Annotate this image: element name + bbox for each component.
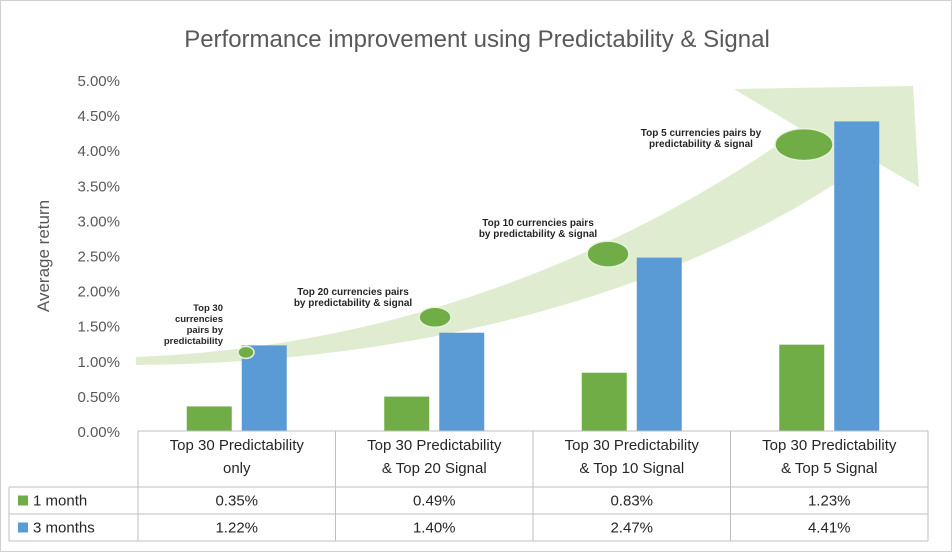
y-tick-label: 3.00% [77, 213, 120, 230]
bar-1-month [186, 406, 232, 431]
y-tick-label: 5.00% [77, 73, 120, 90]
legend-label: 3 months [33, 520, 95, 537]
annotation-label: by predictability & signal [479, 229, 598, 240]
growth-arrow-shape [136, 86, 919, 365]
data-label: 1.22% [215, 520, 258, 537]
bars [186, 121, 880, 431]
bar-1-month [779, 344, 825, 431]
data-label: 0.35% [215, 493, 258, 510]
data-label: 4.41% [808, 520, 851, 537]
legend-key-1-month [18, 495, 28, 506]
data-label: 0.83% [610, 493, 653, 510]
data-label: 1.23% [808, 493, 851, 510]
bar-3-months [439, 332, 485, 431]
annotation-marker [237, 345, 255, 360]
annotation-label: Top 30 [193, 303, 223, 314]
category-label: Top 30 Predictability [170, 437, 305, 454]
y-tick-label: 1.00% [77, 354, 120, 371]
y-tick-label: 1.50% [77, 319, 120, 336]
annotation-label: predictability & signal [649, 139, 753, 150]
category-label: & Top 10 Signal [579, 460, 684, 477]
y-axis-title: Average return [34, 200, 53, 312]
bar-3-months [241, 345, 287, 431]
y-tick-label: 0.00% [77, 424, 120, 441]
annotation-marker [586, 240, 630, 268]
legend-label: 1 month [33, 493, 87, 510]
annotation-label: Top 5 currencies pairs by [641, 128, 762, 139]
bar-1-month [581, 372, 627, 431]
annotation-label: predictability [164, 336, 224, 347]
bar-1-month [384, 396, 430, 431]
growth-arrow [136, 86, 919, 365]
category-label: Top 30 Predictability [565, 437, 700, 454]
data-label: 2.47% [610, 520, 653, 537]
annotation-label: Top 10 currencies pairs [482, 218, 594, 229]
category-label: & Top 20 Signal [382, 460, 487, 477]
annotation-marker [418, 306, 452, 329]
y-tick-label: 2.50% [77, 249, 120, 266]
bar-3-months [834, 121, 880, 431]
category-label: Top 30 Predictability [762, 437, 897, 454]
data-table: Top 30 Predictability only Top 30 Predicta… [8, 430, 929, 542]
annotation-marker [774, 127, 834, 162]
data-label: 1.40% [413, 520, 456, 537]
legend-key-3-months [18, 522, 28, 533]
category-label: Top 30 Predictability [367, 437, 502, 454]
annotation-label: currencies [175, 314, 223, 325]
data-label: 0.49% [413, 493, 456, 510]
category-label: only [223, 460, 251, 477]
y-tick-label: 3.50% [77, 178, 120, 195]
annotation-label: pairs by [187, 325, 224, 336]
y-tick-label: 2.00% [77, 284, 120, 301]
bar-3-months [636, 257, 682, 431]
annotation-label: Top 20 currencies pairs [297, 287, 409, 298]
y-tick-label: 4.50% [77, 108, 120, 125]
chart-title: Performance improvement using Predictabi… [184, 26, 770, 53]
y-tick-label: 4.00% [77, 143, 120, 160]
category-label: & Top 5 Signal [781, 460, 877, 477]
y-axis-ticks: 0.00% 0.50% 1.00% 1.50% 2.00% 2.50% 3.00% 3.50%… [77, 73, 120, 441]
annotation-label: by predictability & signal [294, 298, 413, 309]
y-tick-label: 0.50% [77, 389, 120, 406]
